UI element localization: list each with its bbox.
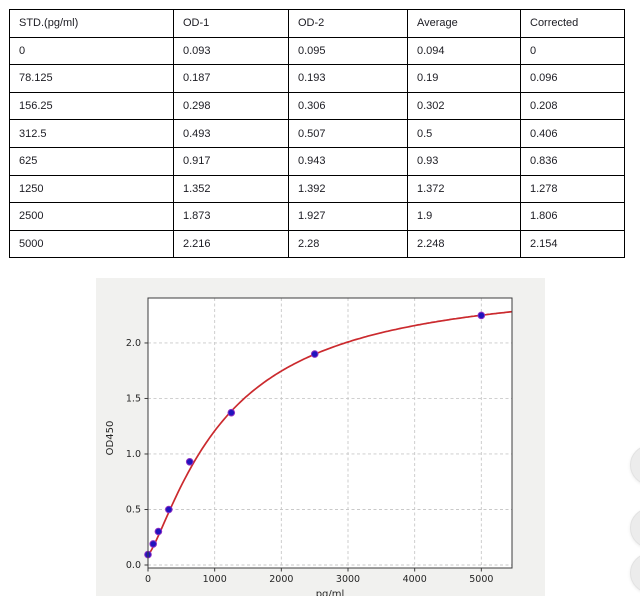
table-cell: 1.392 bbox=[288, 174, 408, 204]
table-row: 625 0.917 0.943 0.93 0.836 bbox=[9, 146, 625, 176]
plot-border bbox=[147, 297, 513, 569]
column-header: OD-1 bbox=[173, 9, 289, 38]
standard-values-table: STD.(pg/ml) OD-1 OD-2 Average Corrected 0 0.0… bbox=[9, 9, 625, 259]
table-cell: 1.352 bbox=[173, 174, 289, 204]
table-cell: 0.094 bbox=[407, 36, 521, 66]
table-cell: 0.19 bbox=[407, 64, 521, 93]
table-cell: 0.095 bbox=[288, 36, 408, 66]
table-row: 78.125 0.187 0.193 0.19 0.096 bbox=[9, 64, 625, 93]
table-cell: 0.093 bbox=[173, 36, 289, 66]
table-cell: 0.406 bbox=[520, 119, 625, 148]
column-header: Corrected bbox=[520, 9, 625, 38]
table-cell: 1.873 bbox=[173, 202, 289, 231]
table-cell: 1.927 bbox=[288, 202, 408, 231]
table-cell: 1.9 bbox=[407, 202, 521, 231]
table-cell: 0.208 bbox=[520, 91, 625, 121]
table-row: 5000 2.216 2.28 2.248 2.154 bbox=[9, 229, 625, 259]
data-point bbox=[310, 350, 319, 358]
plot-background bbox=[148, 298, 512, 568]
y-axis-label: OD450 bbox=[105, 421, 116, 456]
table-cell: 1.806 bbox=[520, 202, 625, 231]
table-cell: 1.372 bbox=[407, 174, 521, 204]
y-tick-label: 1.0 bbox=[126, 449, 141, 460]
table-row: 156.25 0.298 0.306 0.302 0.208 bbox=[9, 91, 625, 121]
table-row: 312.5 0.493 0.507 0.5 0.406 bbox=[9, 119, 625, 148]
table-cell: 0.187 bbox=[173, 64, 289, 93]
table-cell: 0.917 bbox=[173, 146, 289, 176]
table-cell: 1.278 bbox=[520, 174, 625, 204]
table-cell: 312.5 bbox=[9, 119, 174, 148]
table-cell: 1250 bbox=[9, 174, 174, 204]
table-cell: 2.248 bbox=[407, 229, 521, 259]
table-cell: 78.125 bbox=[9, 64, 174, 93]
x-tick-label: 3000 bbox=[336, 574, 360, 585]
table-cell: 0.193 bbox=[288, 64, 408, 93]
floating-button-icon[interactable] bbox=[630, 508, 640, 548]
x-axis-label: pg/ml bbox=[316, 589, 345, 596]
x-tick-label: 0 bbox=[145, 574, 151, 585]
table-cell: 156.25 bbox=[9, 91, 174, 121]
floating-button-icon[interactable] bbox=[630, 553, 640, 593]
x-tick-label: 1000 bbox=[203, 574, 227, 585]
y-tick-label: 2.0 bbox=[126, 338, 141, 349]
data-point bbox=[185, 458, 194, 466]
data-point bbox=[154, 527, 163, 536]
standard-curve-plot: 0 1000 2000 3000 4000 5000 0.0 0.5 1.0 1.5 2.0 OD45… bbox=[96, 278, 545, 596]
table-cell: 2.154 bbox=[520, 229, 625, 259]
table-header: STD.(pg/ml) OD-1 OD-2 Average Corrected bbox=[9, 9, 625, 38]
table-cell: 0.836 bbox=[520, 146, 625, 176]
y-tick-label: 1.5 bbox=[126, 394, 141, 405]
table-cell: 2.216 bbox=[173, 229, 289, 259]
table-cell: 0.93 bbox=[407, 146, 521, 176]
table-cell: 0 bbox=[9, 36, 174, 66]
table-cell: 0.306 bbox=[288, 91, 408, 121]
table-cell: 0.507 bbox=[288, 119, 408, 148]
table-row: 0 0.093 0.095 0.094 0 bbox=[9, 36, 625, 66]
fit-curve bbox=[147, 310, 513, 556]
table-cell: 0 bbox=[520, 36, 625, 66]
data-point bbox=[149, 540, 158, 548]
x-tick-label: 5000 bbox=[469, 574, 493, 585]
floating-button-icon[interactable] bbox=[630, 445, 640, 485]
data-point bbox=[227, 408, 236, 417]
column-header: Average bbox=[407, 9, 521, 38]
table-cell: 0.493 bbox=[173, 119, 289, 148]
y-tick-label: 0.0 bbox=[126, 560, 141, 571]
chart-figure: 0 1000 2000 3000 4000 5000 0.0 0.5 1.0 1.5 2.0 OD45… bbox=[96, 278, 545, 596]
column-header: STD.(pg/ml) bbox=[9, 9, 174, 38]
column-header: OD-2 bbox=[288, 9, 408, 38]
y-tick-label: 0.5 bbox=[126, 505, 141, 516]
table-cell: 0.298 bbox=[173, 91, 289, 121]
table-cell: 2500 bbox=[9, 202, 174, 231]
table-cell: 0.302 bbox=[407, 91, 521, 121]
table-cell: 625 bbox=[9, 146, 174, 176]
data-point bbox=[477, 311, 486, 320]
table-cell: 0.5 bbox=[407, 119, 521, 148]
table-cell: 0.943 bbox=[288, 146, 408, 176]
table-cell: 5000 bbox=[9, 229, 174, 259]
table-cell: 0.096 bbox=[520, 64, 625, 93]
table-cell: 2.28 bbox=[288, 229, 408, 259]
table-row: 1250 1.352 1.392 1.372 1.278 bbox=[9, 174, 625, 204]
x-tick-label: 2000 bbox=[269, 574, 293, 585]
x-tick-label: 4000 bbox=[403, 574, 427, 585]
table-row: 2500 1.873 1.927 1.9 1.806 bbox=[9, 202, 625, 231]
data-point bbox=[165, 505, 173, 514]
